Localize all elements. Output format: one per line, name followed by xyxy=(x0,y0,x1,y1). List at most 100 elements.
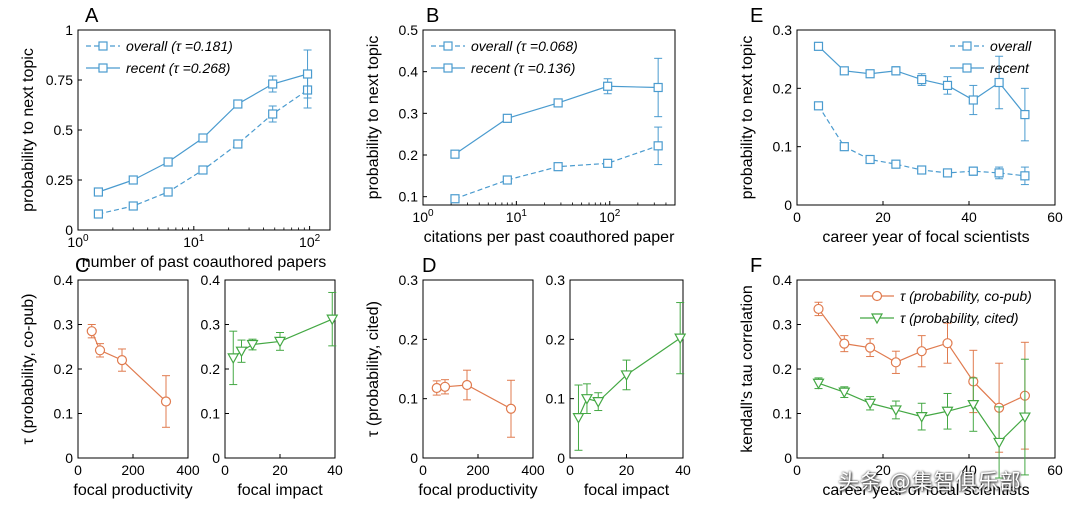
legend-label: recent xyxy=(990,60,1030,76)
series-line xyxy=(454,145,659,200)
series-line xyxy=(817,105,1025,177)
y-axis-label: probability to next topic xyxy=(739,36,756,200)
x-tick-label: 0 xyxy=(793,209,801,225)
data-point xyxy=(592,397,605,408)
data-point xyxy=(439,381,451,392)
data-point xyxy=(864,398,877,410)
plot-frame-d1 xyxy=(422,279,534,459)
y-tick-label: 0.1 xyxy=(54,406,74,422)
series-line xyxy=(577,337,681,418)
data-point xyxy=(198,165,208,175)
y-tick-label: 0.3 xyxy=(546,272,566,288)
legend-marker xyxy=(443,63,453,73)
y-axis-label: τ (probability, co-pub) xyxy=(20,294,37,445)
legend-label: overall xyxy=(990,38,1032,54)
x-axis-label: career year of focal scientists xyxy=(822,482,1029,499)
data-point xyxy=(431,382,442,394)
x-tick-label: 100 xyxy=(67,233,89,250)
y-tick-label: 0.2 xyxy=(773,80,793,96)
data-point xyxy=(160,396,172,407)
panel-letter: D xyxy=(422,255,436,277)
x-tick-label: 60 xyxy=(1047,209,1063,225)
legend-marker xyxy=(98,63,108,73)
data-point xyxy=(227,353,240,365)
panel-letter: E xyxy=(750,5,763,27)
x-axis-label: career year of focal scientists xyxy=(822,229,1029,246)
data-point xyxy=(864,342,876,353)
data-point xyxy=(1020,109,1030,120)
x-tick-label: 0 xyxy=(419,462,427,478)
legend-marker xyxy=(871,290,883,302)
y-tick-label: 0.2 xyxy=(54,361,74,377)
x-tick-label: 102 xyxy=(299,233,321,250)
x-tick-label: 0 xyxy=(74,462,82,478)
y-tick-label: 0.4 xyxy=(773,272,793,288)
x-tick-label: 0 xyxy=(793,462,801,478)
y-axis-label: probability to next topic xyxy=(365,36,382,200)
panel-letter: A xyxy=(85,5,99,27)
x-axis-label: focal productivity xyxy=(73,482,192,499)
y-tick-label: 0 xyxy=(784,450,792,466)
data-point xyxy=(968,95,978,105)
y-tick-label: 0.3 xyxy=(399,105,419,121)
y-tick-label: 0.25 xyxy=(46,172,73,188)
data-point xyxy=(812,378,825,390)
panel-letter: F xyxy=(750,255,762,277)
data-point xyxy=(603,81,613,91)
legend-marker xyxy=(443,41,453,51)
data-point xyxy=(1020,171,1030,181)
data-point xyxy=(94,345,106,356)
y-tick-label: 0.2 xyxy=(201,361,221,377)
data-point xyxy=(198,133,208,143)
data-point xyxy=(653,82,663,93)
x-axis-label: focal productivity xyxy=(418,482,537,499)
y-tick-label: 0.2 xyxy=(546,331,566,347)
data-point xyxy=(116,355,128,366)
y-tick-label: 0.1 xyxy=(399,189,419,205)
data-point xyxy=(603,158,613,168)
data-point xyxy=(993,437,1006,449)
data-point xyxy=(268,79,278,89)
data-point xyxy=(93,209,103,219)
y-tick-label: 0 xyxy=(65,450,73,466)
x-tick-label: 200 xyxy=(466,462,490,478)
data-point xyxy=(813,303,824,315)
y-tick-label: 0.1 xyxy=(201,406,221,422)
plot-frame-c2 xyxy=(224,279,336,459)
data-point xyxy=(942,80,953,91)
y-tick-label: 0.4 xyxy=(201,272,221,288)
x-axis-label: focal impact xyxy=(584,482,670,499)
y-tick-label: 0.2 xyxy=(773,361,793,377)
x-tick-label: 40 xyxy=(961,209,977,225)
x-tick-label: 40 xyxy=(961,462,977,478)
legend-marker xyxy=(962,41,972,51)
x-tick-label: 20 xyxy=(875,209,891,225)
y-tick-label: 0.1 xyxy=(773,139,793,155)
data-point xyxy=(891,159,901,169)
data-point xyxy=(502,113,512,123)
panel-letter: C xyxy=(75,255,89,277)
data-point xyxy=(1018,412,1031,424)
plot-frame-f xyxy=(796,279,1056,459)
data-point xyxy=(839,142,849,152)
data-point xyxy=(246,339,259,351)
plot-frame-b xyxy=(422,29,676,206)
series-line xyxy=(454,85,659,155)
x-axis-label: focal impact xyxy=(237,482,323,499)
data-point xyxy=(891,66,901,76)
data-point xyxy=(839,338,850,349)
data-point xyxy=(994,77,1004,88)
data-point xyxy=(302,69,313,79)
y-tick-label: 0.3 xyxy=(201,317,221,333)
plot-frame-e xyxy=(796,29,1056,206)
y-tick-label: 0.1 xyxy=(546,391,566,407)
legend-label: overall (τ =0.068) xyxy=(471,38,578,54)
data-point xyxy=(553,162,563,172)
y-tick-label: 0.2 xyxy=(399,331,419,347)
legend-marker xyxy=(98,41,108,51)
legend-label: recent (τ =0.268) xyxy=(126,60,230,76)
y-tick-label: 0.1 xyxy=(399,391,419,407)
x-tick-label: 40 xyxy=(327,462,343,478)
x-tick-label: 20 xyxy=(272,462,288,478)
